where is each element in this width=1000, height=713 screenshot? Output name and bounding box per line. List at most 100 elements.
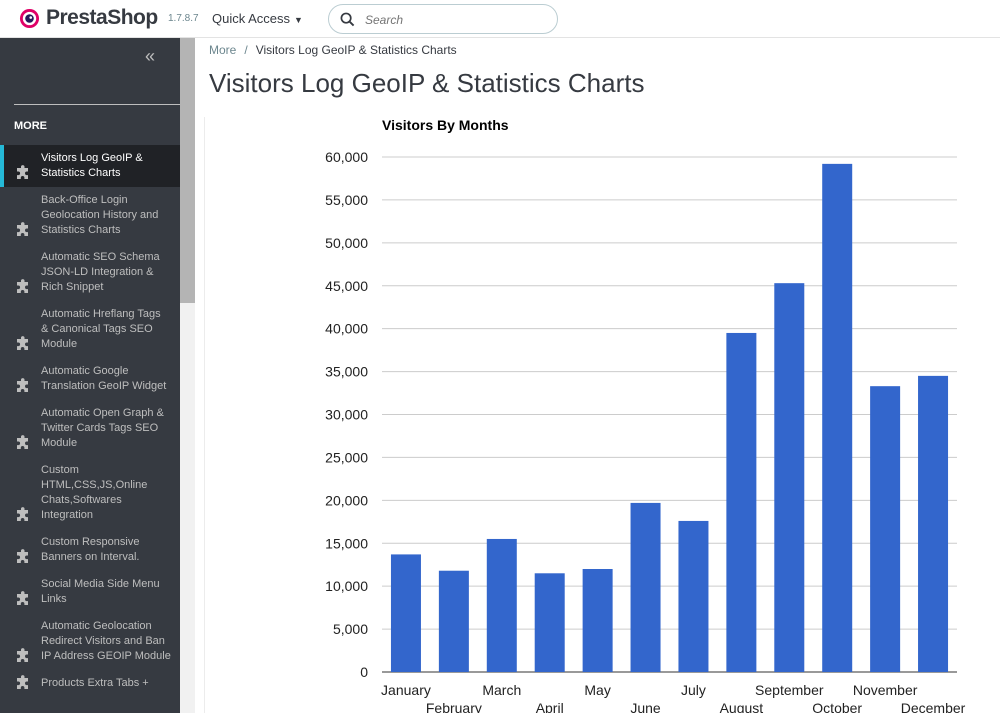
y-tick-label: 25,000 (325, 449, 368, 465)
bar-february[interactable] (438, 570, 469, 672)
bar-october[interactable] (822, 163, 853, 672)
chart-gridlines (382, 156, 957, 673)
quick-access-dropdown[interactable]: Quick Access ▼ (212, 11, 303, 26)
y-tick-label: 0 (360, 664, 368, 680)
chart-bars (390, 163, 949, 672)
sidebar-item-1[interactable]: Visitors Log GeoIP & Statistics Charts (0, 145, 180, 187)
puzzle-icon (17, 675, 28, 689)
bar-may[interactable] (582, 569, 613, 672)
visitors-bar-chart: Visitors By Months 0 5,000 10,000 15,000 20,… (325, 117, 966, 713)
x-tick-label: September (755, 682, 824, 698)
breadcrumb: More / Visitors Log GeoIP & Statistics Cha… (209, 43, 457, 57)
puzzle-icon (17, 378, 28, 392)
sidebar-item-5[interactable]: Automatic Google Translation GeoIP Widget (0, 358, 180, 400)
breadcrumb-separator: / (244, 43, 248, 57)
sidebar-item-7[interactable]: Custom HTML,CSS,JS,Online Chats,Softwares I… (0, 457, 180, 529)
puzzle-icon (17, 279, 28, 293)
y-tick-label: 50,000 (325, 235, 368, 251)
sidebar-item-10[interactable]: Automatic Geolocation Redirect Visitors a… (0, 613, 180, 670)
y-axis: 0 5,000 10,000 15,000 20,000 25,000 30,000 35,0… (325, 149, 368, 680)
brand-name[interactable]: PrestaShop (46, 6, 158, 29)
sidebar-item-11[interactable]: Products Extra Tabs + (0, 670, 180, 697)
sidebar-item-label: Geolocation History and (41, 209, 159, 221)
sidebar-item-label: Links (41, 593, 67, 605)
bar-july[interactable] (678, 520, 709, 672)
bar-december[interactable] (918, 375, 949, 672)
sidebar-item-label: Back-Office Login (41, 194, 128, 206)
chart-title: Visitors By Months (382, 117, 509, 133)
sidebar-item-9[interactable]: Social Media Side Menu Links (0, 571, 180, 613)
sidebar-item-label: Redirect Visitors and Ban (41, 635, 165, 647)
sidebar: « MORE Visitors Log GeoIP & Statistics Ch… (0, 38, 180, 713)
y-tick-label: 5,000 (333, 621, 368, 637)
y-tick-label: 40,000 (325, 321, 368, 337)
y-tick-label: 55,000 (325, 192, 368, 208)
bar-september[interactable] (774, 283, 805, 672)
sidebar-item-label: Custom (41, 464, 79, 476)
sidebar-item-label: IP Address GEOIP Module (41, 650, 171, 662)
sidebar-item-label: JSON-LD Integration & (41, 266, 154, 278)
bar-november[interactable] (870, 386, 901, 672)
x-tick-label: April (536, 700, 564, 713)
x-tick-label: November (853, 682, 918, 698)
page-title: Visitors Log GeoIP & Statistics Charts (209, 68, 645, 98)
sidebar-divider (14, 104, 180, 105)
x-tick-label: December (901, 700, 966, 713)
sidebar-item-label: Automatic Hreflang Tags (41, 308, 161, 320)
sidebar-item-label: Twitter Cards Tags SEO (41, 422, 159, 434)
puzzle-icon (17, 165, 28, 179)
sidebar-item-label: Automatic Open Graph & (41, 407, 164, 419)
bar-march[interactable] (486, 538, 517, 672)
sidebar-item-label: Chats,Softwares (41, 494, 122, 506)
x-tick-label: June (630, 700, 661, 713)
x-tick-label: March (482, 682, 521, 698)
sidebar-item-3[interactable]: Automatic SEO Schema JSON-LD Integration … (0, 244, 180, 301)
sidebar-item-label: Automatic Geolocation (41, 620, 152, 632)
puzzle-icon (17, 435, 28, 449)
y-tick-label: 30,000 (325, 407, 368, 423)
sidebar-item-label: Integration (41, 509, 93, 521)
puzzle-icon (17, 549, 28, 563)
prestashop-logo[interactable] (19, 8, 40, 29)
puzzle-icon (17, 222, 28, 236)
search-input[interactable] (363, 10, 552, 30)
bar-january[interactable] (390, 554, 421, 672)
bar-june[interactable] (630, 502, 661, 672)
search-icon (340, 12, 355, 27)
sidebar-item-label: Translation GeoIP Widget (41, 380, 167, 392)
sidebar-item-label: Module (41, 437, 78, 449)
y-tick-label: 60,000 (325, 149, 368, 165)
sidebar-item-label: Module (41, 338, 78, 350)
search-box[interactable] (328, 4, 558, 34)
caret-down-icon: ▼ (294, 15, 303, 25)
sidebar-item-label: & Canonical Tags SEO (41, 323, 153, 335)
y-tick-label: 15,000 (325, 535, 368, 551)
breadcrumb-current: Visitors Log GeoIP & Statistics Charts (255, 43, 457, 57)
sidebar-item-label: Banners on Interval. (41, 551, 140, 563)
breadcrumb-parent-link[interactable]: More (209, 43, 237, 57)
collapse-sidebar-icon[interactable]: « (145, 46, 156, 66)
bar-august[interactable] (726, 332, 757, 672)
sidebar-scrollbar[interactable] (180, 38, 195, 713)
bar-april[interactable] (534, 573, 565, 672)
sidebar-item-4[interactable]: Automatic Hreflang Tags & Canonical Tags … (0, 301, 180, 358)
sidebar-item-6[interactable]: Automatic Open Graph & Twitter Cards Tags… (0, 400, 180, 457)
sidebar-item-label: Statistics Charts (41, 167, 121, 179)
x-tick-label: January (381, 682, 431, 698)
x-tick-label: October (812, 700, 862, 713)
x-tick-label: July (681, 682, 706, 698)
scrollbar-thumb[interactable] (180, 38, 195, 303)
sidebar-item-label: Automatic SEO Schema (41, 251, 160, 263)
version-label: 1.7.8.7 (168, 13, 199, 24)
y-tick-label: 45,000 (325, 278, 368, 294)
sidebar-item-label: Rich Snippet (41, 281, 104, 293)
top-header: PrestaShop 1.7.8.7 Quick Access ▼ (0, 0, 1000, 38)
puzzle-icon (17, 507, 28, 521)
y-tick-label: 20,000 (325, 492, 368, 508)
sidebar-item-2[interactable]: Back-Office Login Geolocation History and… (0, 187, 180, 244)
y-tick-label: 10,000 (325, 578, 368, 594)
y-tick-label: 35,000 (325, 364, 368, 380)
sidebar-item-8[interactable]: Custom Responsive Banners on Interval. (0, 529, 180, 571)
sidebar-item-label: Automatic Google (41, 365, 129, 377)
